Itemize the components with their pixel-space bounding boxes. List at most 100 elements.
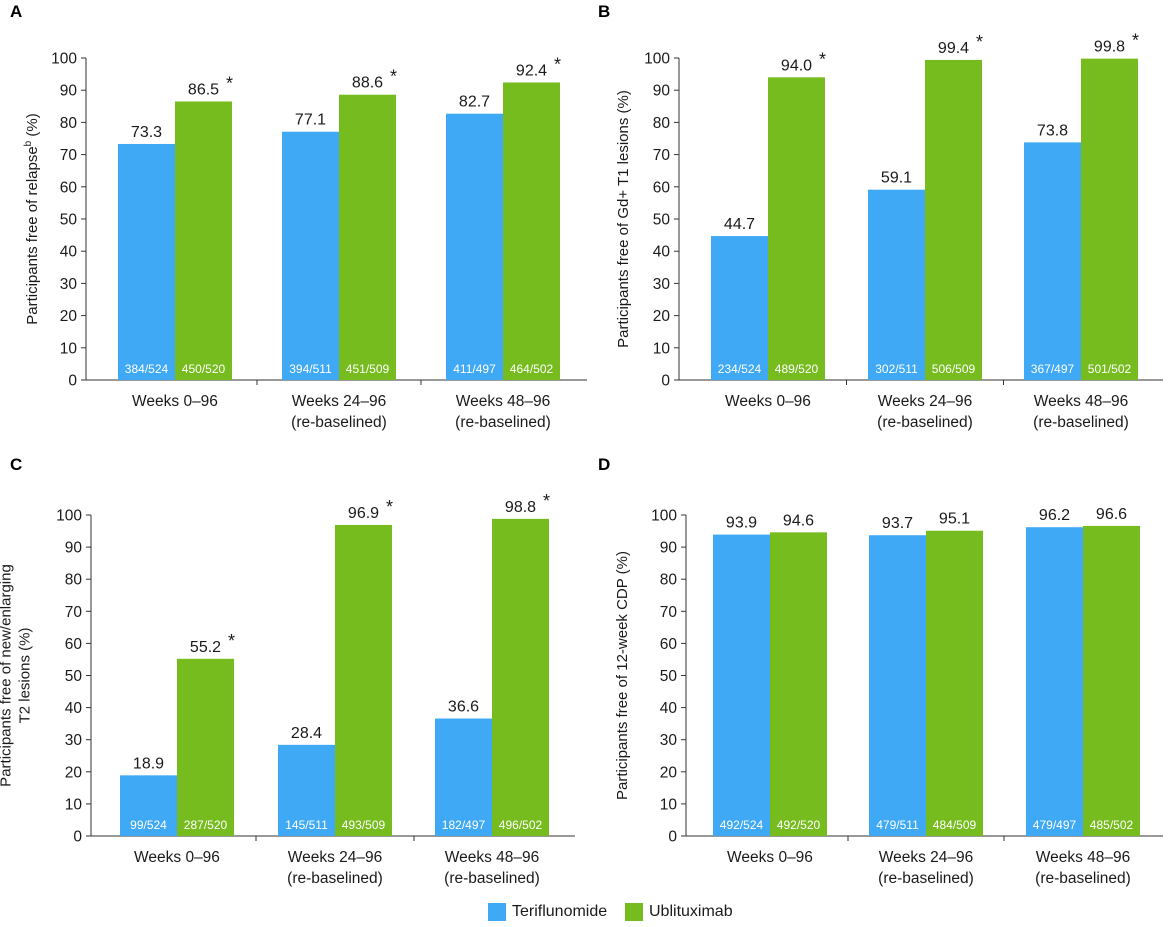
- significance-star-A-3: *: [554, 54, 561, 74]
- y-tick-label-A-90: 90: [60, 83, 78, 100]
- category-label-C-2-line1: Weeks 24–96: [288, 849, 383, 866]
- y-tick-label-B-20: 20: [653, 308, 671, 325]
- y-tick-label-A-20: 20: [60, 308, 78, 325]
- bar-B-teriflunomide-3: [1024, 142, 1081, 380]
- value-label-A-ublituximab-3: 92.4: [516, 62, 547, 79]
- n-label-A-ublituximab-3: 464/502: [510, 362, 554, 376]
- significance-star-B-3: *: [1132, 31, 1139, 51]
- y-tick-label-A-30: 30: [60, 276, 78, 293]
- bar-C-teriflunomide-3: [435, 718, 492, 836]
- n-label-D-teriflunomide-1: 492/524: [720, 818, 764, 832]
- bar-D-teriflunomide-2: [869, 535, 926, 836]
- significance-star-A-1: *: [226, 73, 233, 93]
- n-label-C-teriflunomide-1: 99/524: [130, 818, 167, 832]
- value-label-B-teriflunomide-2: 59.1: [881, 170, 912, 187]
- y-tick-label-B-40: 40: [653, 244, 671, 261]
- y-tick-label-B-0: 0: [661, 373, 670, 390]
- significance-star-A-2: *: [390, 67, 397, 87]
- y-tick-label-B-60: 60: [653, 179, 671, 196]
- y-tick-label-D-30: 30: [660, 732, 678, 749]
- category-label-B-3-line1: Weeks 48–96: [1034, 393, 1129, 410]
- bar-C-ublituximab-3: [492, 518, 549, 836]
- n-label-D-teriflunomide-2: 479/511: [876, 818, 919, 832]
- legend: Teriflunomide Ublituximab: [0, 897, 1169, 927]
- n-label-C-ublituximab-2: 493/509: [342, 818, 386, 832]
- significance-star-C-1: *: [228, 631, 235, 651]
- value-label-D-ublituximab-2: 95.1: [939, 511, 970, 528]
- bar-A-ublituximab-3: [503, 82, 560, 381]
- bar-B-ublituximab-1: [768, 77, 825, 380]
- value-label-D-teriflunomide-2: 93.7: [882, 515, 913, 532]
- value-label-B-teriflunomide-3: 73.8: [1037, 122, 1068, 139]
- value-label-A-teriflunomide-1: 73.3: [131, 124, 162, 141]
- n-label-C-ublituximab-1: 287/520: [184, 818, 228, 832]
- panel-letter-A: A: [10, 2, 22, 21]
- y-tick-label-C-80: 80: [65, 572, 83, 589]
- y-tick-label-A-0: 0: [68, 373, 77, 390]
- value-label-D-teriflunomide-1: 93.9: [726, 515, 757, 532]
- bar-A-teriflunomide-2: [282, 131, 339, 380]
- bar-D-ublituximab-1: [770, 532, 827, 836]
- value-label-C-teriflunomide-3: 36.6: [448, 699, 479, 716]
- y-tick-label-B-100: 100: [644, 51, 670, 68]
- y-tick-label-D-0: 0: [668, 829, 677, 846]
- y-tick-label-D-70: 70: [660, 604, 678, 621]
- n-label-B-teriflunomide-1: 234/524: [718, 362, 762, 376]
- n-label-C-teriflunomide-2: 145/511: [285, 818, 328, 832]
- category-label-A-3-line1: Weeks 48–96: [456, 393, 551, 410]
- y-tick-label-C-50: 50: [65, 668, 83, 685]
- category-label-D-2-line2: (re-baselined): [878, 870, 974, 887]
- value-label-C-ublituximab-1: 55.2: [190, 639, 221, 656]
- y-tick-label-D-60: 60: [660, 636, 678, 653]
- n-label-D-ublituximab-2: 484/509: [933, 818, 977, 832]
- bar-A-teriflunomide-1: [118, 143, 175, 380]
- y-axis-label-C-line1: Participants free of new/enlarging: [0, 564, 15, 787]
- bar-D-teriflunomide-3: [1026, 527, 1083, 836]
- n-label-A-ublituximab-2: 451/509: [346, 362, 390, 376]
- bar-B-ublituximab-3: [1081, 58, 1138, 380]
- y-tick-label-C-90: 90: [65, 540, 83, 557]
- bar-C-ublituximab-2: [335, 524, 392, 836]
- y-tick-label-A-40: 40: [60, 244, 78, 261]
- bar-D-ublituximab-2: [926, 530, 983, 836]
- category-label-A-2-line2: (re-baselined): [291, 414, 387, 431]
- category-label-C-3-line1: Weeks 48–96: [445, 849, 540, 866]
- value-label-D-ublituximab-3: 96.6: [1096, 506, 1127, 523]
- value-label-A-teriflunomide-3: 82.7: [459, 94, 490, 111]
- value-label-A-ublituximab-2: 88.6: [352, 75, 383, 92]
- y-tick-label-C-10: 10: [65, 796, 83, 813]
- panel-letter-D: D: [598, 455, 610, 474]
- n-label-C-teriflunomide-3: 182/497: [442, 818, 486, 832]
- category-label-D-3-line2: (re-baselined): [1035, 870, 1131, 887]
- legend-item-ublituximab: Ublituximab: [625, 903, 733, 921]
- category-label-A-3-line2: (re-baselined): [455, 414, 551, 431]
- y-tick-label-B-10: 10: [653, 340, 671, 357]
- bar-B-ublituximab-2: [925, 59, 982, 380]
- y-axis-label-D: Participants free of 12-week CDP (%): [614, 551, 631, 800]
- category-label-A-1: Weeks 0–96: [132, 393, 218, 410]
- y-tick-label-C-100: 100: [56, 508, 82, 525]
- value-label-C-ublituximab-2: 96.9: [348, 505, 379, 522]
- legend-swatch-ublituximab: [625, 903, 643, 921]
- n-label-B-ublituximab-3: 501/502: [1088, 362, 1132, 376]
- category-label-D-1: Weeks 0–96: [727, 849, 813, 866]
- y-tick-label-A-100: 100: [51, 51, 77, 68]
- value-label-D-ublituximab-1: 94.6: [783, 512, 814, 529]
- significance-star-C-3: *: [543, 491, 550, 511]
- y-tick-label-C-20: 20: [65, 764, 83, 781]
- category-label-D-3-line1: Weeks 48–96: [1036, 849, 1131, 866]
- y-tick-label-B-50: 50: [653, 212, 671, 229]
- figure: A Participants free of relapseb (%) 0 10 20 3…: [0, 2, 1163, 887]
- value-label-C-teriflunomide-1: 18.9: [133, 755, 164, 772]
- y-tick-label-D-20: 20: [660, 764, 678, 781]
- y-tick-label-C-40: 40: [65, 700, 83, 717]
- y-tick-label-D-40: 40: [660, 700, 678, 717]
- bar-C-teriflunomide-2: [278, 744, 335, 836]
- y-tick-label-D-80: 80: [660, 572, 678, 589]
- bar-D-teriflunomide-1: [713, 534, 770, 836]
- value-label-C-teriflunomide-2: 28.4: [291, 725, 322, 742]
- n-label-B-teriflunomide-3: 367/497: [1031, 362, 1075, 376]
- bar-A-teriflunomide-3: [446, 113, 503, 381]
- y-tick-label-C-30: 30: [65, 732, 83, 749]
- n-label-D-ublituximab-3: 485/502: [1090, 818, 1134, 832]
